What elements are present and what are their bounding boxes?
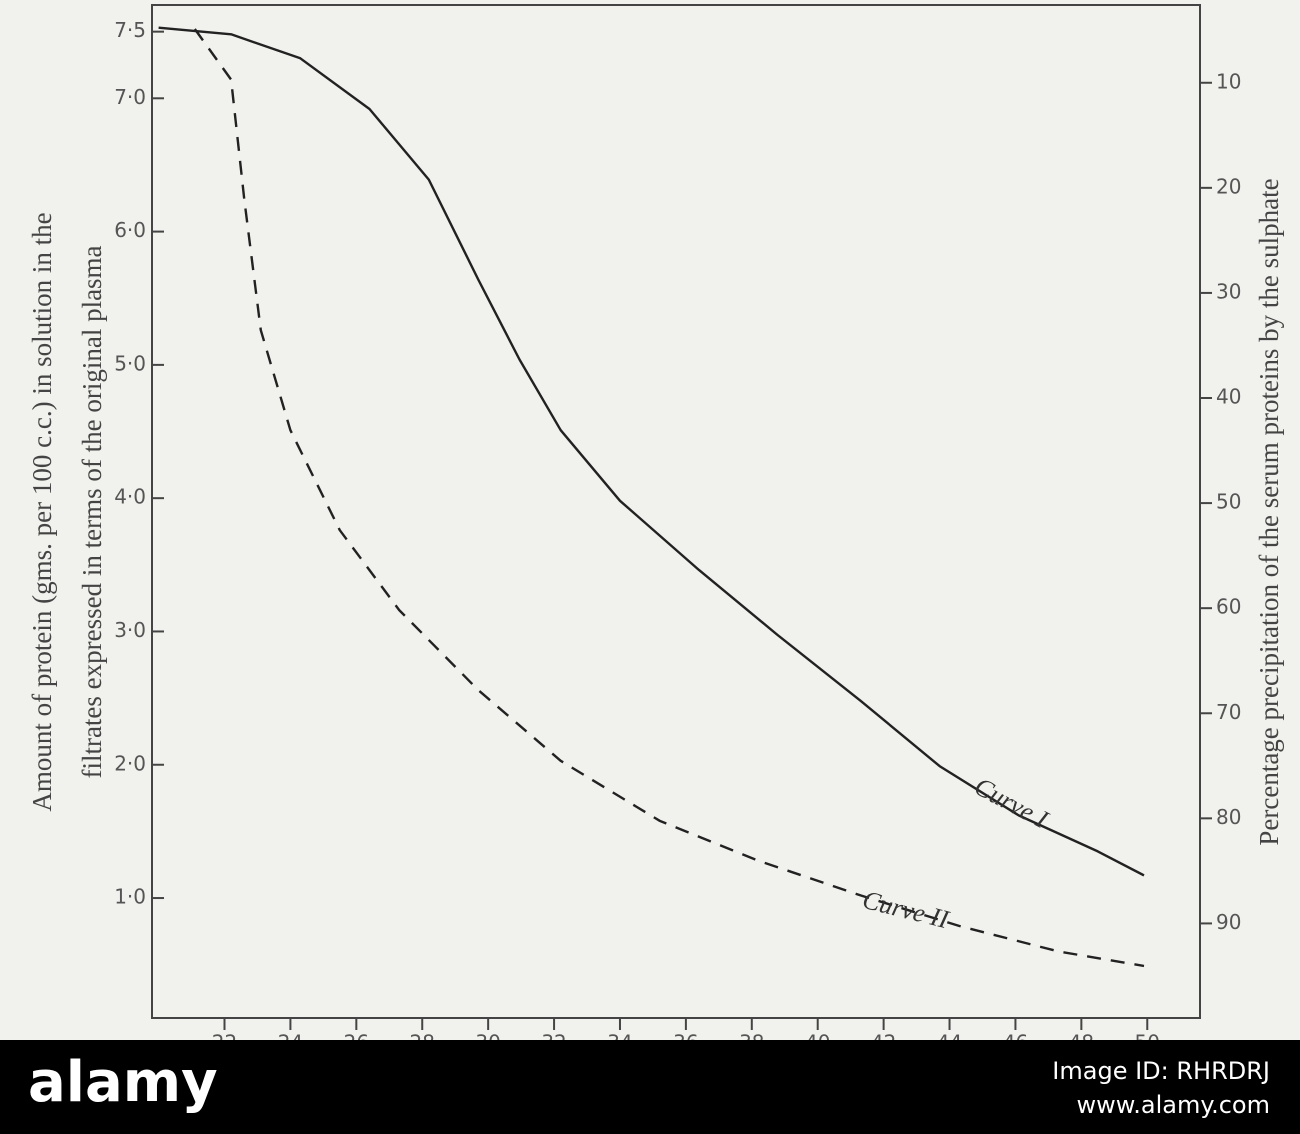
y2-tick-label: 70 <box>1216 700 1241 724</box>
y-axis-title: Amount of protein (gms. per 100 c.c.) in… <box>27 212 57 811</box>
plot-frame <box>151 4 1201 1019</box>
y2-axis-title: Percentage precipitation of the serum pr… <box>1254 178 1284 845</box>
y-tick-label: 2·0 <box>114 751 146 775</box>
y2-tick-label: 30 <box>1216 279 1241 303</box>
footer-image-id: Image ID: RHRDRJ <box>1052 1057 1270 1085</box>
footer-url: www.alamy.com <box>1077 1091 1270 1119</box>
y-tick-label: 5·0 <box>114 351 146 375</box>
y2-tick-label: 60 <box>1216 595 1241 619</box>
y-tick-label: 1·0 <box>114 885 146 909</box>
y-tick-label: 7·0 <box>114 85 146 109</box>
y-tick-label: 4·0 <box>114 485 146 509</box>
footer-banner <box>0 1040 1300 1134</box>
y-axis-title: filtrates expressed in terms of the orig… <box>77 245 107 778</box>
footer-brand: alamy <box>28 1050 218 1115</box>
y2-tick-label: 90 <box>1216 910 1241 934</box>
y2-tick-label: 80 <box>1216 805 1241 829</box>
y-tick-label: 3·0 <box>114 618 146 642</box>
y2-tick-label: 50 <box>1216 490 1241 514</box>
y-tick-label: 7·5 <box>114 18 146 42</box>
data-line <box>193 28 1145 968</box>
y2-tick-label: 40 <box>1216 385 1241 409</box>
y2-tick-label: 10 <box>1216 69 1241 93</box>
data-line <box>158 26 1145 877</box>
y2-tick-label: 20 <box>1216 174 1241 198</box>
y-tick-label: 6·0 <box>114 218 146 242</box>
